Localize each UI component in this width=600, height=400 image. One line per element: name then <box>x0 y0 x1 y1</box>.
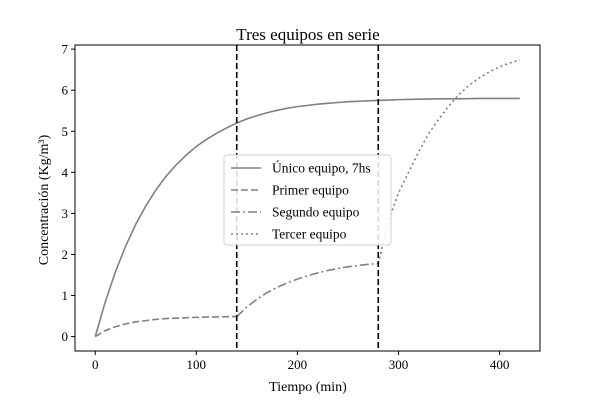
y-tick-label: 2 <box>62 247 69 262</box>
x-tick-label: 100 <box>187 357 207 372</box>
y-tick-label: 3 <box>62 206 69 221</box>
legend-label-3: Segundo equipo <box>272 205 360 220</box>
y-axis-label: Concentración (Kg/m³) <box>37 134 52 265</box>
y-tick-label: 4 <box>62 165 69 180</box>
y-tick-label: 5 <box>62 124 69 139</box>
x-axis-label: Tiempo (min) <box>269 380 347 395</box>
chart-title: Tres equipos en serie <box>236 25 379 44</box>
series-line-3 <box>236 262 379 318</box>
legend-label-2: Primer equipo <box>272 183 349 198</box>
y-tick-label: 6 <box>62 83 69 98</box>
axes-frame <box>74 44 541 352</box>
y-tick-label: 1 <box>62 288 69 303</box>
x-tick-label: 300 <box>389 357 409 372</box>
y-tick-label: 0 <box>62 329 69 344</box>
x-tick-label: 0 <box>92 357 99 372</box>
legend: Único equipo, 7hs Primer equipo Segundo eq… <box>223 154 392 246</box>
series-line-1 <box>94 97 520 337</box>
x-tick-label: 200 <box>288 357 308 372</box>
x-tick-label: 400 <box>490 357 510 372</box>
axis-ticks: 0 100 200 300 400 0 1 2 3 4 5 6 7 <box>62 42 510 372</box>
y-tick-label: 7 <box>62 42 69 57</box>
legend-label-4: Tercer equipo <box>272 227 347 242</box>
series-line-2 <box>94 315 237 338</box>
series-line-4 <box>377 59 521 264</box>
legend-box <box>223 154 392 246</box>
legend-label-1: Único equipo, 7hs <box>272 161 371 176</box>
